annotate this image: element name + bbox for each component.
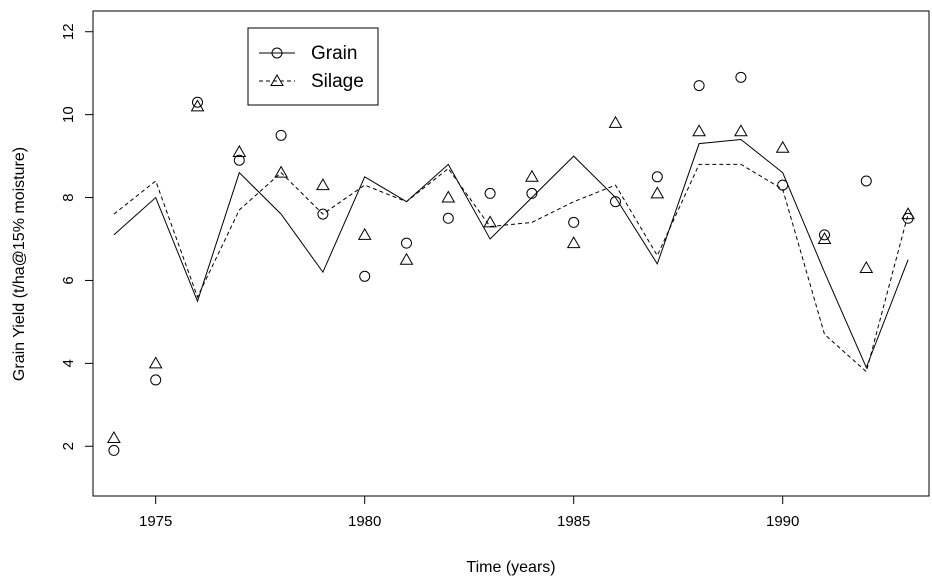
silage-point: [441, 190, 456, 203]
y-tick-label: 2: [60, 442, 77, 450]
grain-point: [860, 175, 872, 187]
grain-point: [693, 80, 705, 92]
grain-point: [442, 212, 454, 224]
silage-point: [692, 124, 706, 137]
legend-grain-marker: [271, 47, 283, 59]
x-tick-label: 1985: [557, 513, 590, 530]
y-tick-label: 10: [60, 106, 77, 123]
silage-point: [357, 227, 372, 240]
x-axis-label: Time (years): [466, 559, 555, 576]
grain-point: [568, 216, 580, 228]
x-tick-label: 1980: [348, 513, 381, 530]
grain-point: [401, 237, 412, 249]
grain-point: [233, 154, 245, 166]
silage-point: [232, 144, 247, 157]
grain-point: [150, 374, 162, 386]
legend-silage-marker: [270, 73, 284, 86]
silage-point: [608, 115, 623, 128]
silage-point: [734, 124, 748, 137]
silage-point: [650, 186, 665, 199]
grain-point: [526, 187, 538, 199]
grain-point: [359, 270, 371, 282]
plot-box: [92, 10, 930, 497]
legend-grain-label: Grain: [311, 43, 357, 64]
silage-point: [566, 236, 581, 249]
grain-fitted-line: [113, 138, 909, 369]
grain-point: [651, 171, 663, 183]
y-tick-label: 6: [60, 276, 77, 284]
grain-point: [610, 196, 621, 208]
silage-point: [148, 356, 163, 369]
legend-silage-label: Silage: [311, 71, 364, 92]
silage-point: [859, 261, 874, 274]
plot-frame: [92, 10, 930, 497]
legend-box: [247, 27, 379, 106]
silage-point: [190, 99, 205, 112]
silage-point: [525, 169, 539, 182]
series-points: [107, 71, 915, 456]
silage-point: [901, 207, 915, 220]
silage-point: [107, 430, 121, 443]
grain-point: [819, 229, 830, 241]
grain-point: [777, 179, 789, 191]
silage-point: [316, 178, 330, 191]
y-axis: 2 4 6 8 10 12: [60, 23, 93, 450]
silage-fitted-line: [113, 163, 909, 373]
grain-point: [735, 71, 747, 83]
x-axis: 1975 1980 1985 1990: [139, 496, 799, 530]
series-lines: [113, 138, 909, 373]
grain-point: [108, 444, 120, 456]
silage-point: [399, 252, 414, 265]
y-axis-label: Grain Yield (t/ha@15% moisture): [11, 147, 28, 381]
grain-point: [192, 96, 203, 108]
silage-point: [775, 140, 790, 153]
x-tick-label: 1975: [139, 513, 172, 530]
silage-point: [483, 215, 497, 228]
legend: Grain Silage: [247, 27, 379, 106]
x-tick-label: 1990: [766, 513, 799, 530]
grain-point: [275, 129, 287, 141]
silage-point: [817, 231, 832, 244]
y-tick-label: 8: [60, 193, 77, 201]
y-tick-label: 4: [60, 359, 77, 367]
grain-point: [317, 208, 329, 220]
y-tick-label: 12: [60, 23, 77, 40]
grain-point: [484, 187, 496, 199]
silage-point: [274, 165, 288, 178]
